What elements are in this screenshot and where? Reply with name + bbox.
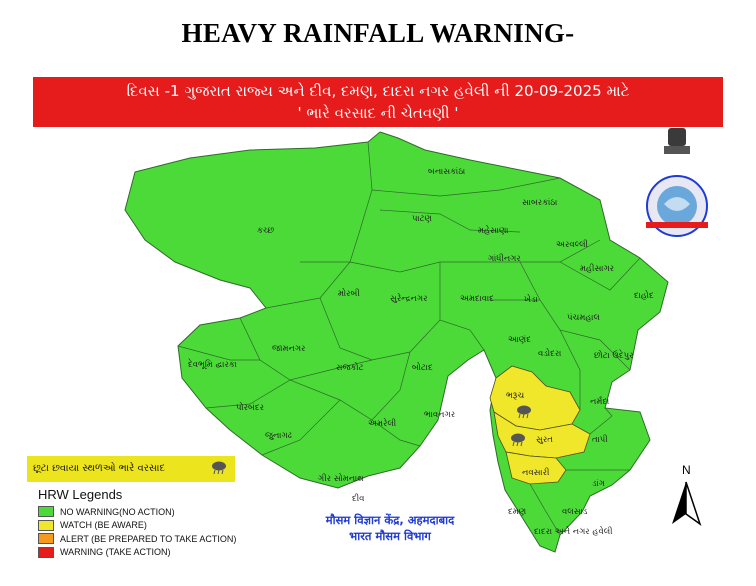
banner-line-2: ' ભારે વરસાદ ની ચેતવણી ' bbox=[297, 104, 459, 122]
label-dahod: દાહોદ bbox=[634, 289, 654, 301]
watch-zone-surat bbox=[493, 411, 591, 459]
label-kheda: ખેડા bbox=[524, 293, 538, 305]
imd-credit: मौसम विज्ञान केंद्र, अहमदाबाद भारत मौसम … bbox=[305, 512, 475, 544]
label-botad: બોટાદ bbox=[412, 361, 433, 373]
label-amreli: અમરેલી bbox=[368, 417, 397, 429]
rain-cloud-icon bbox=[517, 405, 531, 419]
label-morbi: મોરબી bbox=[338, 287, 360, 299]
label-bhavnagar: ભાવનગર bbox=[424, 410, 456, 420]
page-title: HEAVY RAINFALL WARNING- bbox=[181, 18, 575, 48]
label-mehsana: મહેસાણા bbox=[478, 224, 509, 236]
legend-item-no-warning: NO WARNING(NO ACTION) bbox=[38, 505, 236, 519]
rain-cloud-icon bbox=[212, 461, 226, 475]
district-labels: બનાસકાંઠા કચ્છ પાટણ સાબરકાંઠા મહેસાણા અર… bbox=[188, 166, 654, 537]
label-daman: દમણ bbox=[508, 507, 527, 517]
label-devbhumi-dwarka: દેવભૂમિ દ્વારકા bbox=[188, 358, 237, 371]
legend-item-alert: ALERT (BE PREPARED TO TAKE ACTION) bbox=[38, 532, 236, 546]
imd-line-2: भारत मौसम विभाग bbox=[349, 529, 431, 543]
label-patan: પાટણ bbox=[412, 214, 433, 224]
legend-label: WATCH (BE AWARE) bbox=[60, 520, 147, 531]
label-bharuch: ભરૂચ bbox=[506, 391, 524, 401]
label-panchmahal: પંચમહાલ bbox=[567, 312, 600, 323]
label-tapi: તાપી bbox=[592, 434, 608, 445]
district-boundaries bbox=[177, 141, 641, 536]
label-mahisagar: મહીસાગર bbox=[580, 263, 615, 274]
label-surat: સુરત bbox=[536, 435, 553, 445]
legend-label: WARNING (TAKE ACTION) bbox=[60, 547, 171, 558]
banner-line-1: દિવસ -1 ગુજરાત રાજ્ય અને દીવ, દમણ, દાદરા… bbox=[126, 82, 630, 100]
label-dadra-nagar-haveli: દાદરા અને નગર હવેલી bbox=[534, 525, 613, 537]
legend-swatch-alert bbox=[38, 533, 54, 545]
label-sabarkantha: સાબરકાંઠા bbox=[522, 197, 557, 208]
imd-emblem-icon bbox=[646, 128, 708, 237]
legend-title: HRW Legends bbox=[38, 487, 123, 502]
label-valsad: વલસાડ bbox=[562, 507, 588, 517]
label-banaskantha: બનાસકાંઠા bbox=[428, 166, 465, 177]
legend-swatch-no-warning bbox=[38, 506, 54, 518]
north-arrow-icon: N bbox=[672, 463, 702, 526]
legend-item-warning: WARNING (TAKE ACTION) bbox=[38, 546, 236, 560]
label-narmada: નર્મદા bbox=[590, 396, 609, 407]
label-diu: દીવ bbox=[352, 493, 365, 504]
watch-zone-navsari bbox=[505, 451, 567, 485]
label-surendranagar: સુરેન્દ્રનગર bbox=[390, 292, 428, 304]
label-anand: આણંદ bbox=[508, 334, 531, 345]
legend-swatch-warning bbox=[38, 546, 54, 558]
label-kutch: કચ્છ bbox=[257, 226, 275, 236]
watch-zone-bharuch bbox=[489, 365, 581, 431]
label-chhota-udepur: છોટા ઉદેપુર bbox=[594, 349, 634, 361]
rain-note-box: છૂટા છવાયા સ્થળઓ ભારે વરસાદ bbox=[27, 456, 235, 482]
label-rajkot: રાજકોટ bbox=[336, 361, 364, 373]
label-junagadh: જુનાગઢ bbox=[265, 431, 293, 441]
legend: HRW Legends NO WARNING(NO ACTION) WATCH … bbox=[38, 487, 236, 559]
label-vadodara: વડોદરા bbox=[538, 347, 561, 359]
legend-label: ALERT (BE PREPARED TO TAKE ACTION) bbox=[60, 533, 237, 544]
label-porbandar: પોરબંદર bbox=[236, 401, 265, 413]
north-label: N bbox=[682, 463, 691, 477]
legend-item-watch: WATCH (BE AWARE) bbox=[38, 519, 236, 533]
label-gandhinagar: ગાંધીનગર bbox=[488, 253, 521, 264]
legend-label: NO WARNING(NO ACTION) bbox=[60, 506, 175, 517]
label-navsari: નવસારી bbox=[522, 467, 550, 478]
label-ahmedabad: અમદાવાદ bbox=[460, 294, 494, 304]
label-jamnagar: જામનગર bbox=[272, 344, 306, 354]
rain-cloud-icon bbox=[511, 433, 525, 447]
label-aravalli: અરવલ્લી bbox=[556, 239, 589, 250]
rain-note-text: છૂટા છવાયા સ્થળઓ ભારે વરસાદ bbox=[33, 463, 166, 474]
imd-line-1: मौसम विज्ञान केंद्र, अहमदाबाद bbox=[325, 513, 455, 527]
label-gir-somnath: ગીર સોમનાથ bbox=[318, 472, 364, 484]
legend-swatch-watch bbox=[38, 519, 54, 531]
warning-banner: દિવસ -1 ગુજરાત રાજ્ય અને દીવ, દમણ, દાદરા… bbox=[33, 77, 723, 127]
label-dang: ડાંગ bbox=[592, 478, 606, 489]
